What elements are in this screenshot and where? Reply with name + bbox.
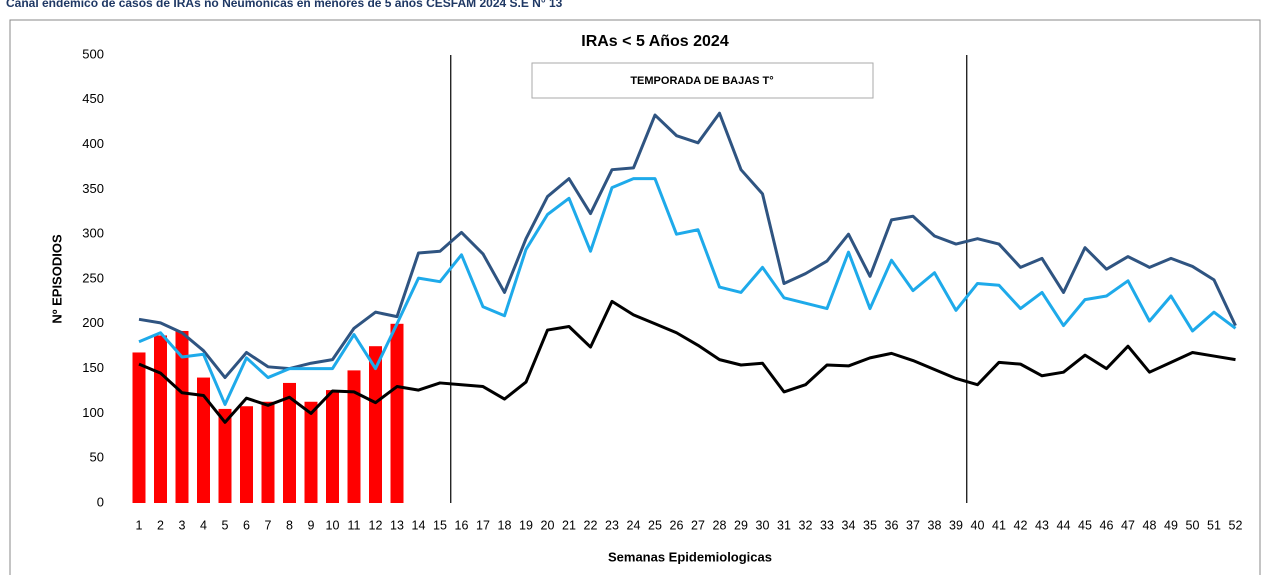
x-tick-label: 10 [326,518,340,532]
bar [347,370,361,503]
x-tick-label: 46 [1100,518,1114,532]
x-tick-label: 14 [412,518,426,532]
bar [261,401,275,503]
y-tick-label: 350 [82,181,104,196]
line-series [138,299,1236,424]
x-tick-label: 7 [265,518,272,532]
y-tick-label: 500 [82,46,104,61]
x-tick-label: 37 [906,518,920,532]
bar [326,390,339,503]
x-tick-label: 3 [179,518,186,532]
x-tick-label: 21 [562,518,576,532]
bar [175,330,189,503]
bar [154,335,167,503]
x-tick-label: 22 [584,518,598,532]
x-tick-label: 45 [1078,518,1092,532]
x-tick-label: 19 [519,518,533,532]
x-axis-label: Semanas Epidemiologicas [608,549,772,564]
x-tick-label: 39 [949,518,963,532]
x-tick-label: 47 [1121,518,1135,532]
line-series [138,111,1237,380]
x-tick-label: 12 [369,518,383,532]
x-tick-label: 25 [648,518,662,532]
y-tick-label: 250 [82,270,104,285]
bar [304,401,318,503]
x-tick-label: 5 [222,518,229,532]
x-tick-label: 2 [157,518,164,532]
x-tick-label: 35 [863,518,877,532]
x-tick-label: 8 [286,518,293,532]
x-tick-label: 50 [1186,518,1200,532]
x-tick-label: 34 [842,518,856,532]
y-axis-label: Nº EPISODIOS [49,234,64,324]
x-tick-label: 27 [691,518,705,532]
x-tick-label: 16 [455,518,469,532]
x-tick-label: 51 [1207,518,1221,532]
x-tick-label: 33 [820,518,834,532]
x-tick-label: 52 [1229,518,1243,532]
bar [132,352,146,503]
y-tick-label: 200 [82,315,104,330]
annotation-text: TEMPORADA DE BAJAS T° [630,75,773,87]
y-tick-label: 0 [97,494,104,509]
x-tick-label: 20 [541,518,555,532]
x-tick-label: 6 [243,518,250,532]
x-tick-label: 48 [1143,518,1157,532]
x-tick-label: 41 [992,518,1006,532]
bar [390,323,404,503]
bar [218,408,232,503]
x-tick-label: 32 [799,518,813,532]
x-tick-label: 43 [1035,518,1049,532]
x-tick-label: 15 [433,518,447,532]
line-series [138,177,1237,406]
x-tick-label: 11 [348,518,361,532]
x-tick-label: 1 [136,518,143,532]
x-tick-label: 23 [605,518,619,532]
bar [369,346,382,503]
x-tick-label: 26 [670,518,684,532]
x-tick-label: 38 [928,518,942,532]
x-tick-label: 18 [498,518,512,532]
chart-title: IRAs < 5 Años 2024 [581,33,729,50]
y-tick-label: 150 [82,360,104,375]
x-tick-label: 36 [885,518,899,532]
y-tick-label: 450 [82,91,104,106]
chart-frame [9,19,1261,575]
y-tick-label: 400 [82,136,104,151]
x-tick-label: 13 [390,518,404,532]
x-tick-label: 4 [200,518,207,532]
x-tick-label: 44 [1057,518,1071,532]
x-tick-label: 49 [1164,518,1178,532]
x-tick-label: 17 [476,518,490,532]
x-tick-label: 31 [777,518,791,532]
x-tick-label: 42 [1014,518,1028,532]
x-tick-label: 9 [308,518,315,532]
y-tick-label: 50 [90,450,104,465]
bar [240,406,253,503]
header: Canal endémico de casos de IRAs no Neumo… [6,0,563,10]
bar [283,382,296,503]
y-tick-label: 100 [82,405,104,420]
bar [197,377,210,503]
x-tick-label: 24 [627,518,641,532]
x-tick-label: 40 [971,518,985,532]
annotation-box [531,62,874,99]
y-tick-label: 300 [82,226,104,241]
x-tick-label: 30 [756,518,770,532]
x-tick-label: 28 [713,518,727,532]
x-tick-label: 29 [734,518,748,532]
